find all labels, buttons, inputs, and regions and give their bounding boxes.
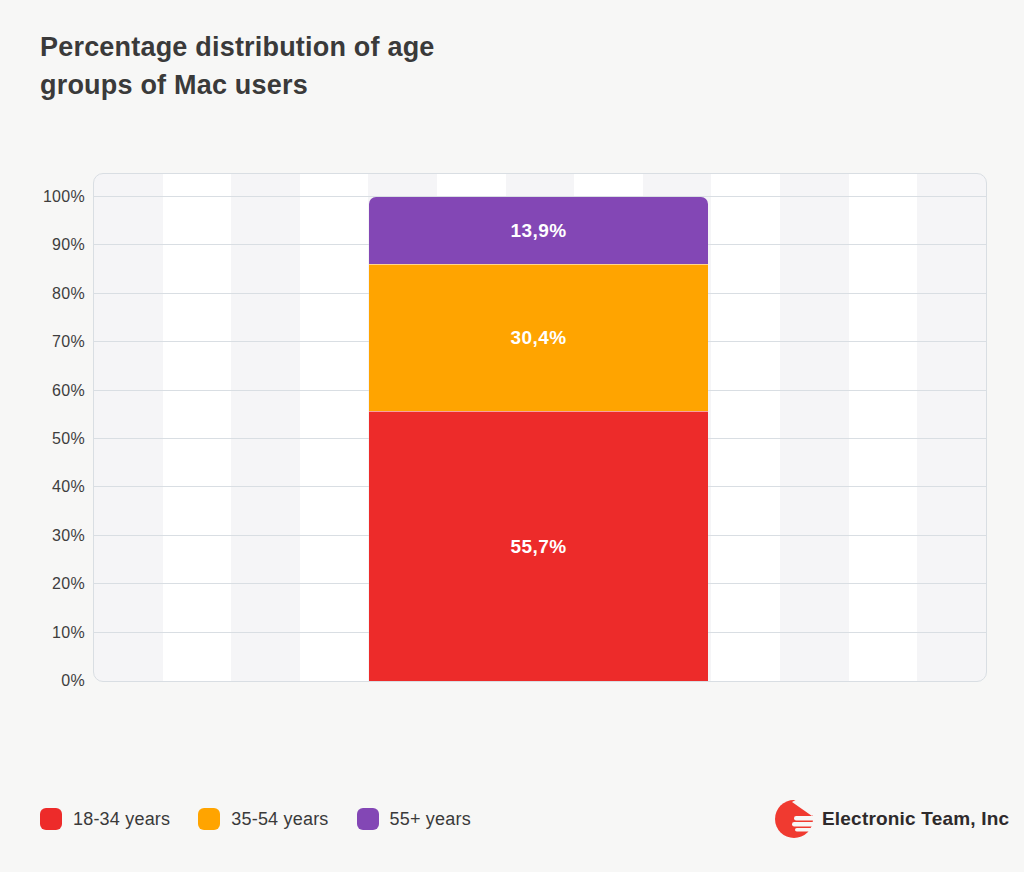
y-axis: 0%10%20%30%40%50%60%70%80%90%100% bbox=[0, 174, 85, 681]
bar-segment-55-years: 13,9% bbox=[369, 197, 708, 264]
bar-segment-35-54-years: 30,4% bbox=[369, 264, 708, 411]
legend-label: 18-34 years bbox=[73, 809, 170, 830]
y-tick-label: 70% bbox=[0, 332, 85, 352]
y-tick-label: 30% bbox=[0, 526, 85, 546]
chart-title: Percentage distribution of age groups of… bbox=[40, 28, 435, 104]
brand: Electronic Team, Inc bbox=[775, 800, 1009, 838]
y-tick-label: 40% bbox=[0, 477, 85, 497]
legend-swatch bbox=[357, 808, 379, 830]
chart-title-line-1: Percentage distribution of age bbox=[40, 28, 435, 66]
legend-label: 35-54 years bbox=[231, 809, 328, 830]
y-tick-label: 80% bbox=[0, 284, 85, 304]
bar-segment-label: 55,7% bbox=[511, 536, 567, 558]
y-tick-label: 0% bbox=[0, 671, 85, 691]
legend-label: 55+ years bbox=[390, 809, 471, 830]
legend-item-18-34-years: 18-34 years bbox=[40, 808, 170, 830]
y-tick-label: 50% bbox=[0, 429, 85, 449]
brand-name: Electronic Team, Inc bbox=[822, 808, 1009, 830]
bar-segment-18-34-years: 55,7% bbox=[369, 411, 708, 681]
legend-swatch bbox=[40, 808, 62, 830]
y-tick-label: 60% bbox=[0, 381, 85, 401]
y-tick-label: 20% bbox=[0, 574, 85, 594]
plot-area: 13,9% 30,4% 55,7% bbox=[93, 173, 987, 682]
y-tick-label: 100% bbox=[0, 187, 85, 207]
y-tick-label: 10% bbox=[0, 623, 85, 643]
legend-swatch bbox=[198, 808, 220, 830]
bar-segment-label: 13,9% bbox=[511, 220, 567, 242]
stacked-bar: 13,9% 30,4% 55,7% bbox=[369, 197, 708, 681]
legend-item-55-years: 55+ years bbox=[357, 808, 471, 830]
chart-title-line-2: groups of Mac users bbox=[40, 66, 435, 104]
legend-item-35-54-years: 35-54 years bbox=[198, 808, 328, 830]
bar-segment-label: 30,4% bbox=[511, 327, 567, 349]
stacked-bar-chart: 0%10%20%30%40%50%60%70%80%90%100% 13,9%3… bbox=[0, 173, 1024, 682]
legend: 18-34 years 35-54 years 55+ years bbox=[40, 805, 471, 833]
y-tick-label: 90% bbox=[0, 235, 85, 255]
electronic-team-logo-icon bbox=[775, 800, 813, 838]
